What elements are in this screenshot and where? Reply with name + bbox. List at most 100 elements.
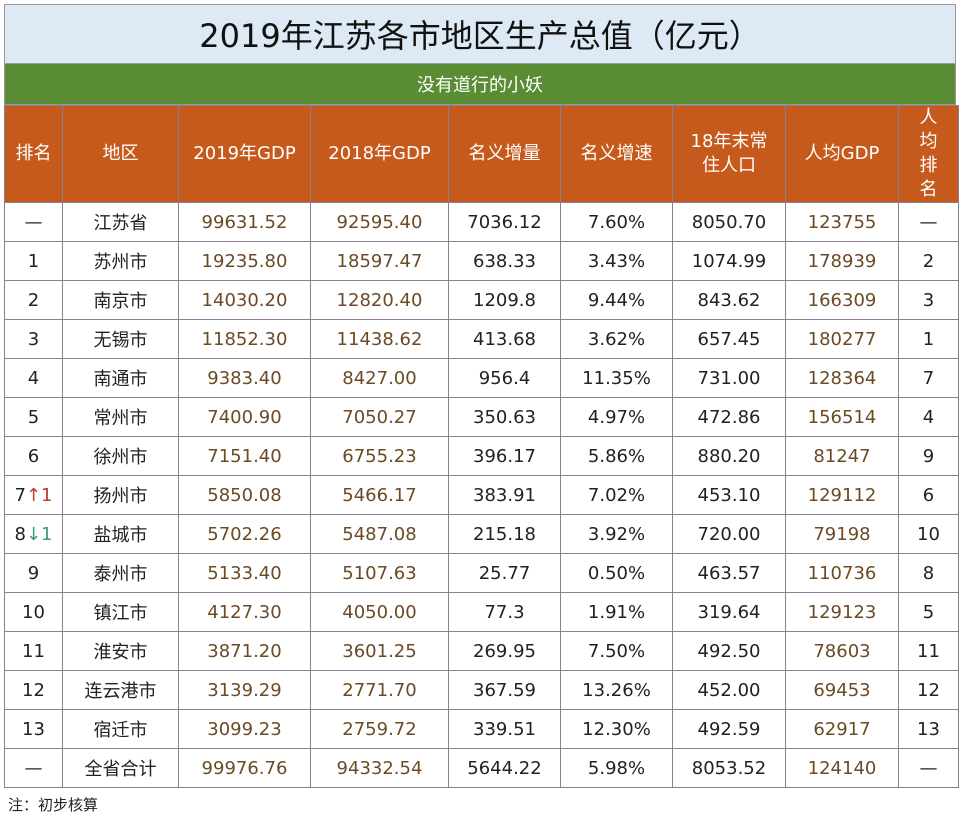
table-row: 12 连云港市 3139.29 2771.70 367.59 13.26% 452.00 69… [4,670,959,710]
cell-rank: — [4,748,63,788]
cell-gdp2018: 2759.72 [310,709,449,749]
column-header: 18年末常住人口 [672,105,786,203]
cell-rank: 13 [4,709,63,749]
cell-rank: 5 [4,397,63,437]
cell-region: 淮安市 [62,631,179,671]
rank-value: 8 [14,523,26,545]
cell-rank: — [4,202,63,242]
cell-gdp2018: 2771.70 [310,670,449,710]
table-subtitle: 没有道行的小妖 [4,64,956,105]
rank-value: 1 [27,250,40,272]
cell-pc-rank: 7 [898,358,959,398]
cell-increase: 215.18 [448,514,561,554]
cell-gdp2018: 4050.00 [310,592,449,632]
column-header: 名义增速 [560,105,673,203]
cell-rank: 9 [4,553,63,593]
rank-change-indicator: ↓1 [25,523,53,545]
cell-rank: 11 [4,631,63,671]
cell-region: 盐城市 [62,514,179,554]
cell-per-capita: 166309 [785,280,899,320]
cell-gdp2019: 3099.23 [178,709,311,749]
table-row: — 全省合计 99976.76 94332.54 5644.22 5.98% 8053.52… [4,748,959,788]
cell-pc-rank: 8 [898,553,959,593]
cell-region: 常州市 [62,397,179,437]
cell-gdp2019: 19235.80 [178,241,311,281]
cell-region: 南通市 [62,358,179,398]
cell-pc-rank: 4 [898,397,959,437]
cell-per-capita: 156514 [785,397,899,437]
cell-gdp2019: 7151.40 [178,436,311,476]
cell-pc-rank: 9 [898,436,959,476]
cell-increase: 350.63 [448,397,561,437]
cell-population: 843.62 [672,280,786,320]
cell-per-capita: 128364 [785,358,899,398]
column-header: 人均GDP [785,105,899,203]
table-row: 2 南京市 14030.20 12820.40 1209.8 9.44% 843.62 166… [4,280,959,320]
cell-increase: 956.4 [448,358,561,398]
cell-population: 8053.52 [672,748,786,788]
rank-value: 9 [27,562,40,584]
cell-gdp2019: 5133.40 [178,553,311,593]
cell-per-capita: 129112 [785,475,899,515]
cell-growth: 7.60% [560,202,673,242]
cell-increase: 7036.12 [448,202,561,242]
cell-gdp2018: 3601.25 [310,631,449,671]
cell-gdp2019: 14030.20 [178,280,311,320]
cell-gdp2018: 11438.62 [310,319,449,359]
cell-increase: 1209.8 [448,280,561,320]
cell-population: 1074.99 [672,241,786,281]
cell-gdp2019: 11852.30 [178,319,311,359]
rank-value: 5 [27,406,40,428]
cell-increase: 367.59 [448,670,561,710]
cell-rank: 2 [4,280,63,320]
cell-pc-rank: 13 [898,709,959,749]
cell-region: 南京市 [62,280,179,320]
cell-per-capita: 62917 [785,709,899,749]
cell-rank: 6 [4,436,63,476]
cell-per-capita: 69453 [785,670,899,710]
table-row: 3 无锡市 11852.30 11438.62 413.68 3.62% 657.45 180… [4,319,959,359]
cell-growth: 0.50% [560,553,673,593]
rank-value: 13 [22,718,45,740]
cell-growth: 11.35% [560,358,673,398]
cell-per-capita: 123755 [785,202,899,242]
cell-gdp2018: 94332.54 [310,748,449,788]
cell-increase: 413.68 [448,319,561,359]
cell-population: 453.10 [672,475,786,515]
cell-gdp2018: 5466.17 [310,475,449,515]
cell-growth: 7.02% [560,475,673,515]
cell-gdp2019: 7400.90 [178,397,311,437]
cell-rank: 8↓1 [4,514,63,554]
cell-increase: 77.3 [448,592,561,632]
cell-population: 452.00 [672,670,786,710]
rank-value: — [24,757,43,779]
cell-region: 无锡市 [62,319,179,359]
rank-value: 3 [27,328,40,350]
cell-increase: 339.51 [448,709,561,749]
cell-gdp2018: 6755.23 [310,436,449,476]
cell-region: 全省合计 [62,748,179,788]
cell-gdp2018: 8427.00 [310,358,449,398]
column-header: 排名 [4,105,63,203]
cell-per-capita: 79198 [785,514,899,554]
cell-population: 720.00 [672,514,786,554]
footnote: 注：初步核算 [8,796,99,814]
cell-population: 463.57 [672,553,786,593]
cell-pc-rank: 2 [898,241,959,281]
cell-growth: 7.50% [560,631,673,671]
rank-value: 2 [27,289,40,311]
rank-value: 4 [27,367,40,389]
cell-population: 880.20 [672,436,786,476]
cell-gdp2018: 12820.40 [310,280,449,320]
cell-region: 苏州市 [62,241,179,281]
gdp-table: 排名 地区 2019年GDP 2018年GDP 名义增量 名义增速 18年末常住人口 人均GD… [4,105,959,788]
column-header: 名义增量 [448,105,561,203]
cell-pc-rank: 11 [898,631,959,671]
rank-value: 10 [22,601,45,623]
cell-region: 连云港市 [62,670,179,710]
cell-gdp2019: 3139.29 [178,670,311,710]
cell-gdp2018: 5487.08 [310,514,449,554]
cell-population: 731.00 [672,358,786,398]
cell-region: 镇江市 [62,592,179,632]
cell-growth: 5.98% [560,748,673,788]
